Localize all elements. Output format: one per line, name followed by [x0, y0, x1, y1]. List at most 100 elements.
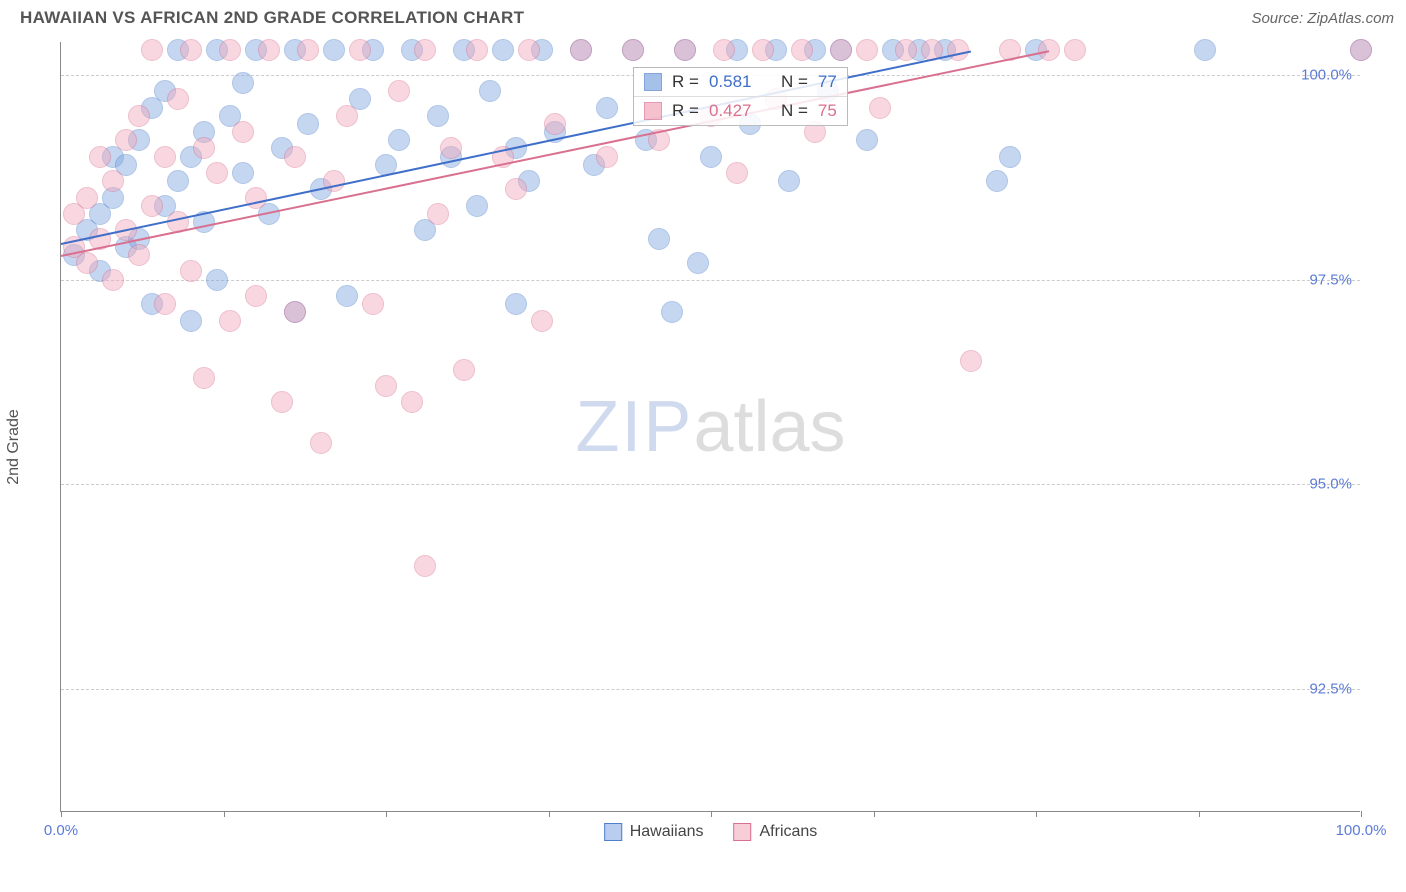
data-point	[76, 252, 98, 274]
legend-label: Hawaiians	[630, 823, 704, 841]
legend-swatch	[604, 823, 622, 841]
data-point	[401, 391, 423, 413]
data-point	[102, 170, 124, 192]
data-point	[414, 39, 436, 61]
data-point	[167, 170, 189, 192]
data-point	[336, 105, 358, 127]
data-point	[830, 39, 852, 61]
x-tick	[1361, 811, 1362, 817]
data-point	[284, 301, 306, 323]
data-point	[102, 269, 124, 291]
series-swatch	[644, 102, 662, 120]
data-point	[856, 39, 878, 61]
data-point	[427, 105, 449, 127]
stat-row: R = 0.427 N = 75	[634, 97, 847, 125]
n-value: 75	[818, 101, 837, 121]
data-point	[1194, 39, 1216, 61]
data-point	[791, 39, 813, 61]
data-point	[570, 39, 592, 61]
x-tick	[549, 811, 550, 817]
data-point	[128, 105, 150, 127]
data-point	[427, 203, 449, 225]
data-point	[349, 39, 371, 61]
data-point	[219, 310, 241, 332]
data-point	[336, 285, 358, 307]
data-point	[674, 39, 696, 61]
data-point	[895, 39, 917, 61]
gridline	[61, 484, 1360, 485]
data-point	[154, 146, 176, 168]
data-point	[713, 39, 735, 61]
data-point	[180, 260, 202, 282]
data-point	[869, 97, 891, 119]
data-point	[856, 129, 878, 151]
x-tick	[874, 811, 875, 817]
data-point	[206, 162, 228, 184]
y-axis-label: 2nd Grade	[5, 409, 23, 485]
data-point	[999, 146, 1021, 168]
data-point	[297, 113, 319, 135]
data-point	[453, 359, 475, 381]
data-point	[180, 39, 202, 61]
chart-title: HAWAIIAN VS AFRICAN 2ND GRADE CORRELATIO…	[20, 8, 524, 28]
data-point	[466, 39, 488, 61]
x-tick	[224, 811, 225, 817]
data-point	[648, 228, 670, 250]
data-point	[388, 80, 410, 102]
x-tick	[1199, 811, 1200, 817]
data-point	[531, 310, 553, 332]
source-attribution: Source: ZipAtlas.com	[1251, 10, 1394, 27]
x-tick	[1036, 811, 1037, 817]
data-point	[219, 39, 241, 61]
series-swatch	[644, 73, 662, 91]
data-point	[778, 170, 800, 192]
data-point	[544, 113, 566, 135]
data-point	[752, 39, 774, 61]
y-tick-label: 92.5%	[1309, 681, 1352, 698]
data-point	[154, 293, 176, 315]
gridline	[61, 280, 1360, 281]
data-point	[141, 195, 163, 217]
x-tick	[61, 811, 62, 817]
x-tick	[386, 811, 387, 817]
data-point	[297, 39, 319, 61]
data-point	[193, 367, 215, 389]
data-point	[115, 129, 137, 151]
x-tick	[711, 811, 712, 817]
data-point	[596, 97, 618, 119]
data-point	[726, 162, 748, 184]
data-point	[414, 555, 436, 577]
data-point	[1064, 39, 1086, 61]
x-tick-label: 0.0%	[44, 822, 78, 839]
data-point	[310, 432, 332, 454]
data-point	[466, 195, 488, 217]
correlation-stats-box: R = 0.581 N = 77R = 0.427 N = 75	[633, 67, 848, 126]
data-point	[440, 137, 462, 159]
legend-label: Africans	[760, 823, 818, 841]
data-point	[245, 285, 267, 307]
data-point	[206, 269, 228, 291]
data-point	[687, 252, 709, 274]
data-point	[284, 146, 306, 168]
data-point	[700, 146, 722, 168]
data-point	[1350, 39, 1372, 61]
y-tick-label: 97.5%	[1309, 271, 1352, 288]
watermark: ZIPatlas	[575, 386, 845, 468]
data-point	[492, 39, 514, 61]
chart-container: 2nd Grade ZIPatlas 92.5%95.0%97.5%100.0%…	[0, 32, 1406, 862]
data-point	[661, 301, 683, 323]
r-value: 0.581	[709, 72, 752, 92]
data-point	[518, 39, 540, 61]
y-tick-label: 95.0%	[1309, 476, 1352, 493]
gridline	[61, 689, 1360, 690]
data-point	[505, 178, 527, 200]
data-point	[479, 80, 501, 102]
data-point	[375, 375, 397, 397]
data-point	[193, 137, 215, 159]
legend-item: Africans	[734, 823, 818, 841]
data-point	[947, 39, 969, 61]
stat-row: R = 0.581 N = 77	[634, 68, 847, 97]
data-point	[258, 39, 280, 61]
data-point	[141, 39, 163, 61]
n-value: 77	[818, 72, 837, 92]
